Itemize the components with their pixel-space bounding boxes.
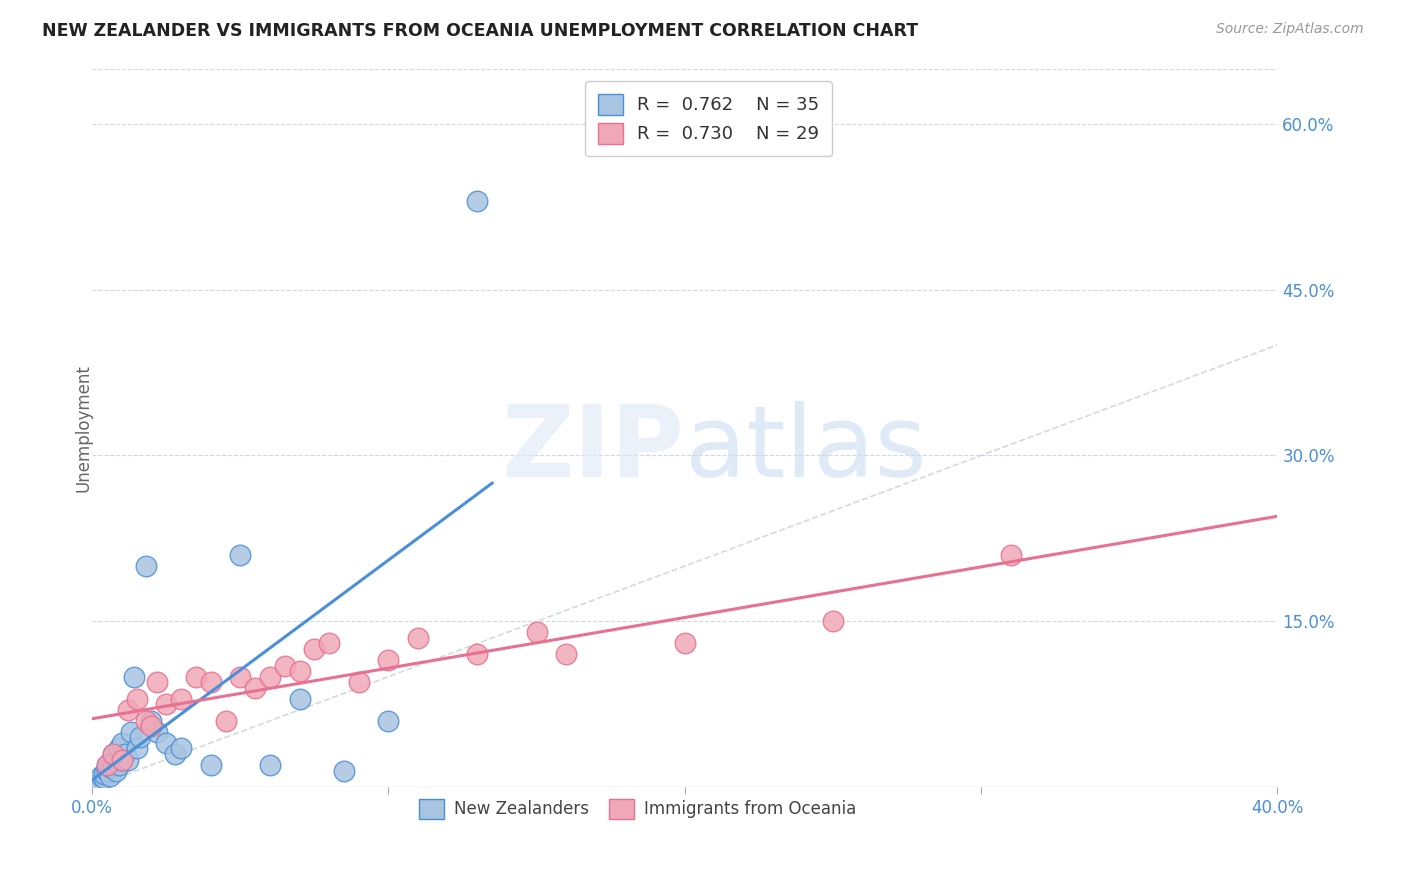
Point [318, 636, 340, 650]
Point [96, 758, 118, 772]
Point [155, 698, 177, 712]
Point [333, 764, 356, 778]
Point [134, 559, 156, 574]
Point [377, 714, 399, 728]
Point [229, 548, 252, 562]
Point [90, 769, 112, 783]
Point [200, 758, 222, 772]
Point [101, 747, 124, 761]
Point [111, 736, 134, 750]
Point [128, 731, 150, 745]
Point [125, 691, 148, 706]
Y-axis label: Unemployment: Unemployment [75, 364, 93, 491]
Text: NEW ZEALANDER VS IMMIGRANTS FROM OCEANIA UNEMPLOYMENT CORRELATION CHART: NEW ZEALANDER VS IMMIGRANTS FROM OCEANIA… [42, 22, 918, 40]
Text: ZIP: ZIP [502, 401, 685, 498]
Point [200, 675, 222, 690]
Point [170, 691, 193, 706]
Point [101, 758, 124, 772]
Point [120, 725, 142, 739]
Point [555, 648, 578, 662]
Point [155, 736, 177, 750]
Legend: New Zealanders, Immigrants from Oceania: New Zealanders, Immigrants from Oceania [412, 792, 863, 826]
Point [104, 752, 127, 766]
Point [98, 760, 121, 774]
Point [87, 774, 110, 789]
Point [114, 747, 136, 761]
Point [93, 772, 115, 786]
Point [122, 670, 145, 684]
Text: Source: ZipAtlas.com: Source: ZipAtlas.com [1216, 22, 1364, 37]
Point [96, 758, 118, 772]
Point [111, 752, 134, 766]
Point [243, 681, 266, 695]
Point [108, 758, 131, 772]
Point [467, 194, 489, 209]
Point [259, 670, 281, 684]
Point [673, 636, 696, 650]
Point [274, 658, 297, 673]
Point [377, 653, 399, 667]
Point [165, 747, 187, 761]
Point [229, 670, 252, 684]
Point [146, 675, 169, 690]
Point [125, 741, 148, 756]
Point [141, 719, 163, 733]
Point [101, 747, 124, 761]
Point [259, 758, 281, 772]
Point [96, 764, 118, 778]
Point [406, 631, 429, 645]
Point [467, 648, 489, 662]
Point [117, 752, 139, 766]
Point [141, 714, 163, 728]
Point [111, 752, 134, 766]
Point [821, 615, 844, 629]
Point [1000, 548, 1022, 562]
Point [304, 642, 326, 657]
Point [214, 714, 236, 728]
Point [184, 670, 207, 684]
Point [134, 714, 156, 728]
Point [108, 741, 131, 756]
Point [98, 769, 121, 783]
Point [347, 675, 370, 690]
Point [288, 664, 311, 678]
Point [170, 741, 193, 756]
Point [117, 703, 139, 717]
Text: atlas: atlas [685, 401, 927, 498]
Point [104, 764, 127, 778]
Point [526, 625, 548, 640]
Point [93, 767, 115, 781]
Point [146, 725, 169, 739]
Point [288, 691, 311, 706]
